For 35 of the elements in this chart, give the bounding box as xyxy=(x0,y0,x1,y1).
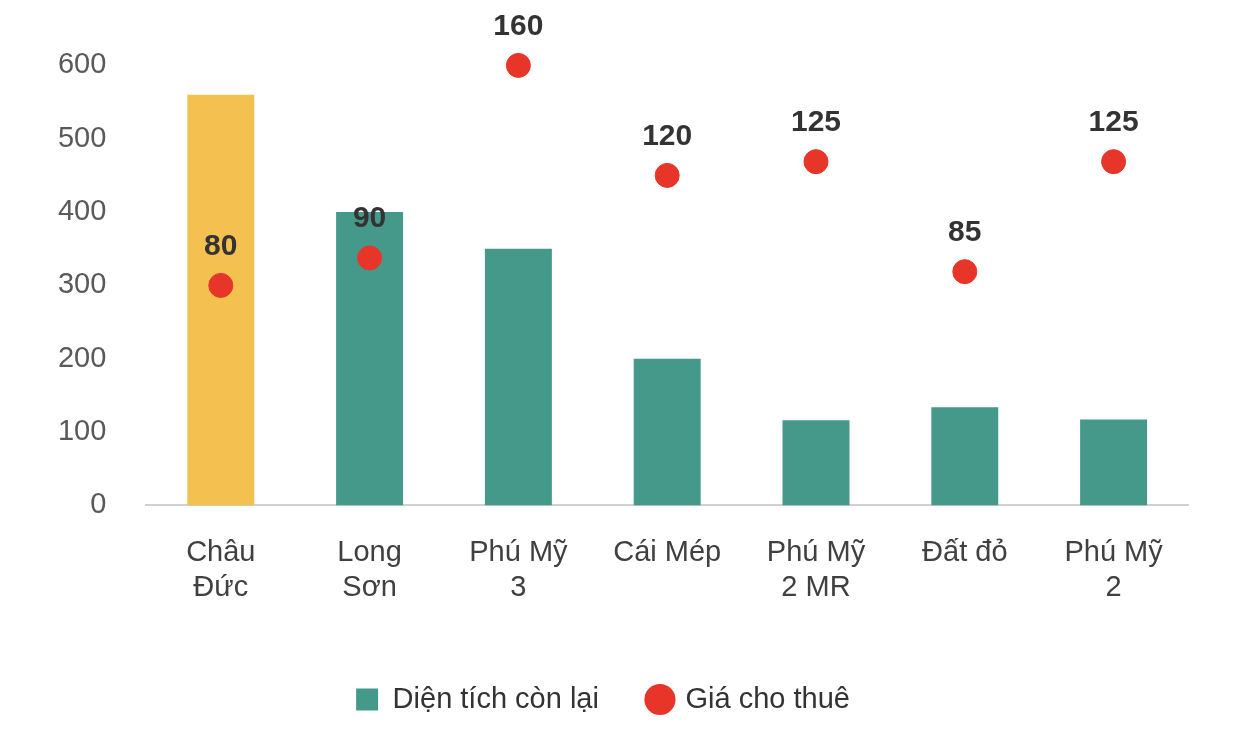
x-tick-label: Phú Mỹ 3 xyxy=(469,534,569,602)
bar xyxy=(484,248,552,506)
point xyxy=(654,162,680,188)
data-label: 160 xyxy=(493,7,544,41)
y-tick-label: 200 xyxy=(57,340,107,373)
x-tick-label: Đất đỏ xyxy=(922,534,1008,567)
legend-label: Giá cho thuê xyxy=(685,681,850,714)
x-tick-label: Phú Mỹ 2 xyxy=(1064,534,1164,602)
y-tick-label: 300 xyxy=(57,267,107,300)
x-tick-label: Long Sơn xyxy=(337,534,402,602)
point xyxy=(208,272,234,298)
x-tick-label: Phú Mỹ 2 MR xyxy=(766,534,866,602)
data-label: 125 xyxy=(790,103,842,137)
bar xyxy=(931,407,999,506)
x-tick-label: Châu Đức xyxy=(186,534,256,602)
data-label: 120 xyxy=(642,117,693,151)
y-tick-label: 0 xyxy=(90,487,107,520)
legend-label: Diện tích còn lại xyxy=(392,681,599,714)
y-tick-label: 600 xyxy=(57,47,107,80)
data-label: 80 xyxy=(204,227,238,261)
y-tick-label: 400 xyxy=(57,194,107,227)
y-tick-label: 100 xyxy=(57,414,107,447)
point xyxy=(803,149,829,175)
point xyxy=(505,52,531,78)
bar xyxy=(782,420,850,506)
point xyxy=(357,245,383,271)
bar xyxy=(633,358,701,506)
bar xyxy=(187,94,255,506)
x-tick-label: Cái Mép xyxy=(613,534,722,567)
y-tick-label: 500 xyxy=(57,120,107,153)
data-label: 85 xyxy=(948,213,982,247)
data-label: 125 xyxy=(1088,103,1139,137)
point xyxy=(1101,149,1127,175)
point xyxy=(952,259,978,285)
bar xyxy=(1080,419,1148,506)
